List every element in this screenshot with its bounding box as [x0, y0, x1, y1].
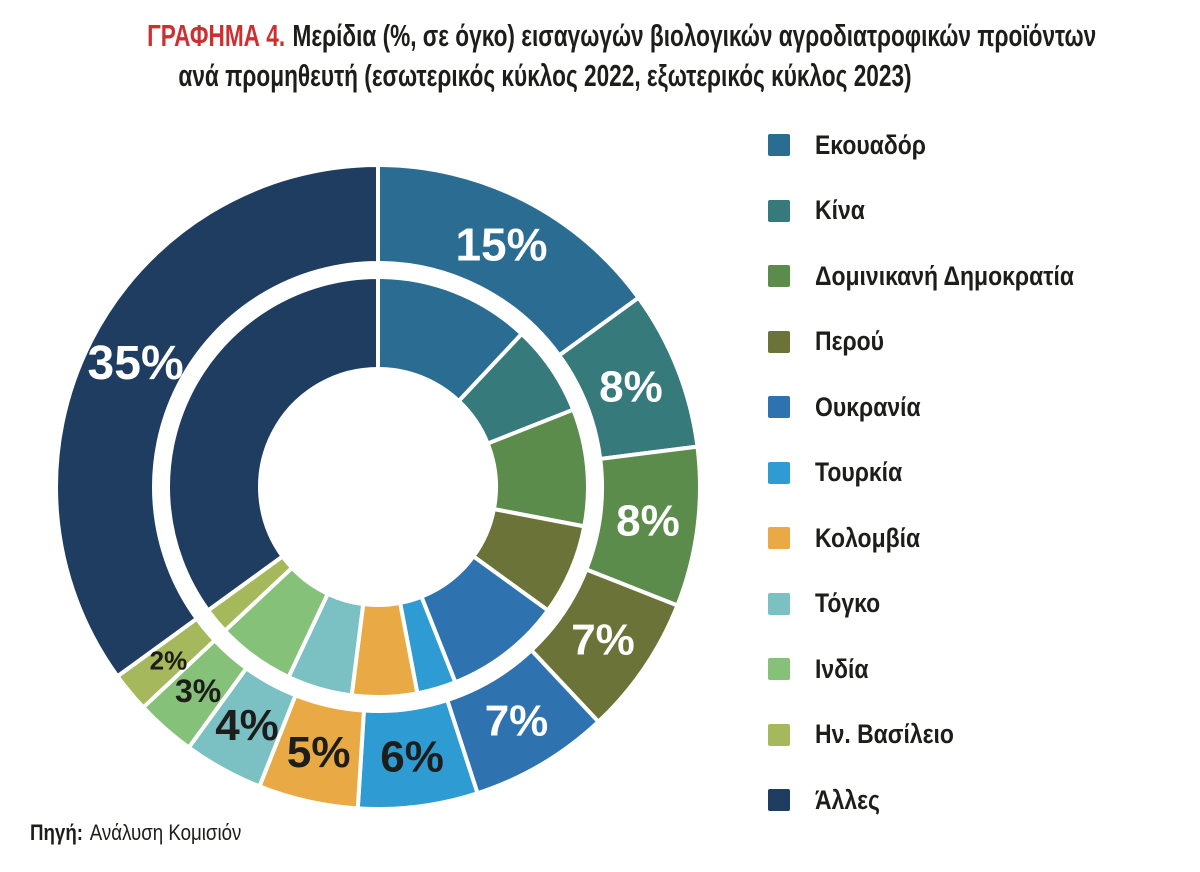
legend-label: Περού [815, 326, 885, 356]
legend-item-8: Τόγκο [768, 588, 1120, 618]
slice-label-1: 15% [455, 219, 547, 271]
legend-item-3: Δομινικανή Δημοκρατία [768, 261, 1120, 291]
legend-item-1: Εκουαδόρ [768, 130, 1120, 160]
slice-label-4: 7% [571, 615, 635, 664]
legend-label: Δομινικανή Δημοκρατία [815, 260, 1074, 291]
legend-item-9: Ινδία [768, 654, 1120, 684]
figure-title-line1: ΓΡΑΦΗΜΑ 4. Μερίδια (%, σε όγκο) εισαγωγών… [147, 16, 1096, 56]
slice-label-6: 6% [380, 732, 444, 781]
legend-item-11: Άλλες [768, 785, 1120, 815]
slice-label-2: 8% [599, 362, 663, 411]
slice-inner-11 [166, 275, 380, 613]
source-note: Πηγή: Ανάλυση Κομισιόν [30, 820, 279, 846]
legend-item-4: Περού [768, 326, 1120, 356]
slice-label-7: 5% [287, 728, 351, 777]
figure-title: ΓΡΑΦΗΜΑ 4. Μερίδια (%, σε όγκο) εισαγωγών… [0, 16, 1096, 96]
legend-swatch [768, 396, 790, 418]
slice-label-11: 35% [88, 337, 184, 390]
figure-title-text: Μερίδια (%, σε όγκο) εισαγωγών βιολογικώ… [292, 18, 1097, 53]
source-text: Ανάλυση Κομισιόν [89, 820, 242, 845]
legend-swatch [768, 134, 790, 156]
source-label: Πηγή: [30, 820, 83, 845]
legend-label: Τουρκία [815, 457, 903, 487]
legend-item-10: Ην. Βασίλειο [768, 719, 1120, 749]
figure-title-line2: ανά προμηθευτή (εσωτερικός κύκλος 2022, … [178, 58, 912, 93]
legend-item-7: Κολομβία [768, 523, 1120, 553]
legend-item-2: Κίνα [768, 195, 1120, 225]
figure-number: ΓΡΑΦΗΜΑ 4. [147, 18, 286, 53]
legend-label: Εκουαδόρ [815, 129, 926, 160]
legend-swatch [768, 461, 790, 484]
legend: Εκουαδόρ Κίνα Δομινικανή Δημοκρατία Περού Ου… [768, 130, 1120, 855]
legend-item-6: Τουρκία [768, 457, 1120, 487]
donut-chart: 15% 8% 8% 7% 7% 6% 5%4%3%2% 35% [54, 163, 702, 811]
legend-swatch [768, 789, 790, 811]
legend-label: Ινδία [815, 653, 869, 684]
legend-item-5: Ουκρανία [768, 392, 1120, 422]
slice-label-3: 8% [616, 497, 680, 546]
legend-label: Κίνα [815, 195, 865, 225]
legend-swatch [768, 527, 790, 549]
legend-label: Ην. Βασίλειο [815, 719, 954, 749]
legend-label: Τόγκο [815, 588, 881, 618]
slice-label-8: 4% [215, 701, 279, 750]
legend-label: Ουκρανία [815, 391, 921, 422]
legend-swatch [768, 658, 790, 680]
legend-swatch [768, 265, 790, 287]
slice-outer-11 [54, 163, 380, 679]
legend-swatch [768, 723, 790, 746]
slice-label-5: 7% [485, 697, 549, 746]
legend-swatch [768, 199, 790, 222]
legend-label: Άλλες [815, 784, 880, 815]
legend-label: Κολομβία [815, 522, 921, 553]
legend-swatch [768, 330, 790, 353]
slice-label-10: 2% [150, 645, 188, 675]
legend-swatch [768, 592, 790, 615]
slice-label-9: 3% [175, 673, 221, 709]
